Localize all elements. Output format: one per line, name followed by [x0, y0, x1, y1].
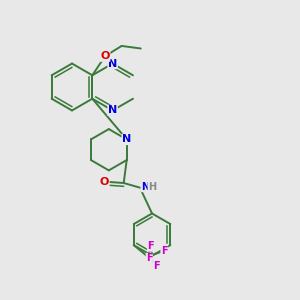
Text: H: H: [148, 182, 156, 192]
Text: N: N: [122, 134, 131, 144]
Text: N: N: [108, 58, 117, 68]
Text: F: F: [146, 253, 153, 263]
Text: O: O: [100, 177, 109, 187]
Text: N: N: [141, 182, 149, 192]
Text: O: O: [100, 51, 110, 61]
Text: F: F: [148, 241, 154, 251]
Text: N: N: [108, 106, 117, 116]
Text: F: F: [161, 246, 168, 256]
Text: F: F: [154, 261, 160, 271]
